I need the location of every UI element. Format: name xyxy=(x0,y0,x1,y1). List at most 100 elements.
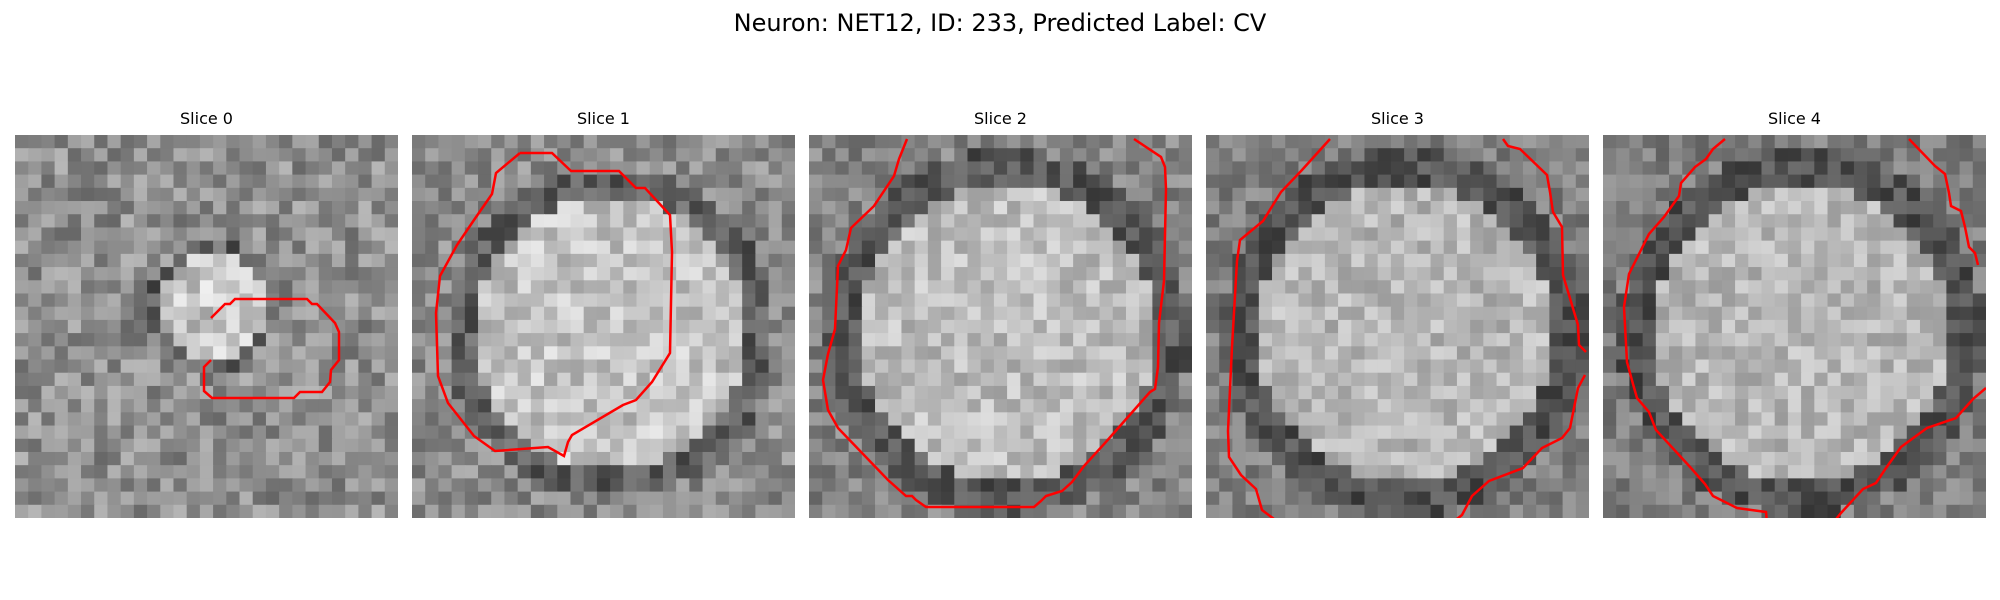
pixel xyxy=(822,425,837,440)
pixel xyxy=(1603,491,1617,506)
pixel xyxy=(596,438,611,453)
pixel xyxy=(914,306,929,321)
pixel xyxy=(15,161,29,176)
pixel xyxy=(371,412,386,427)
pixel xyxy=(305,253,320,268)
pixel xyxy=(1959,412,1974,427)
pixel xyxy=(1324,174,1339,189)
pixel xyxy=(1298,425,1313,440)
pixel xyxy=(1682,187,1697,202)
pixel xyxy=(305,240,320,255)
pixel xyxy=(967,267,982,281)
pixel xyxy=(1814,412,1829,427)
pixel xyxy=(1735,135,1749,149)
pixel xyxy=(623,293,638,308)
pixel xyxy=(1073,319,1087,334)
pixel xyxy=(1708,465,1723,479)
pixel xyxy=(993,227,1008,242)
pixel xyxy=(1867,253,1881,268)
pixel xyxy=(610,438,624,453)
pixel xyxy=(1761,451,1776,466)
pixel xyxy=(1906,346,1921,361)
pixel xyxy=(1906,187,1921,202)
pixel xyxy=(186,438,201,453)
pixel xyxy=(1496,227,1511,242)
pixel xyxy=(1430,135,1445,149)
pixel xyxy=(1404,346,1418,361)
pixel xyxy=(596,161,611,176)
pixel xyxy=(1470,451,1484,466)
pixel xyxy=(425,465,440,479)
slice-image-1 xyxy=(412,135,795,518)
pixel xyxy=(1496,346,1511,361)
pixel xyxy=(1033,372,1048,387)
pixel xyxy=(1483,451,1498,466)
pixel xyxy=(425,253,440,268)
pixel xyxy=(292,306,307,321)
pixel xyxy=(491,399,506,413)
pixel xyxy=(1125,465,1140,479)
pixel xyxy=(1959,267,1974,281)
pixel xyxy=(1033,214,1048,229)
pixel xyxy=(239,333,254,347)
pixel xyxy=(1324,399,1339,413)
pixel xyxy=(954,425,969,440)
pixel xyxy=(1721,385,1736,400)
pixel xyxy=(1496,253,1511,268)
pixel xyxy=(425,399,440,413)
pixel xyxy=(120,333,135,347)
pixel xyxy=(1483,399,1498,413)
pixel xyxy=(1258,214,1273,229)
pixel xyxy=(702,267,717,281)
pixel xyxy=(1285,201,1300,215)
pixel xyxy=(1695,385,1710,400)
pixel xyxy=(478,491,492,506)
pixel xyxy=(54,385,69,400)
pixel xyxy=(1152,174,1167,189)
pixel xyxy=(517,201,532,215)
pixel xyxy=(1020,399,1035,413)
pixel xyxy=(715,359,730,374)
pixel xyxy=(993,491,1008,506)
pixel xyxy=(1655,201,1670,215)
pixel xyxy=(279,201,293,215)
pixel xyxy=(331,372,346,387)
pixel xyxy=(888,280,903,295)
pixel xyxy=(213,240,227,255)
pixel xyxy=(1324,438,1339,453)
pixel xyxy=(914,385,929,400)
pixel xyxy=(1404,372,1418,387)
pixel xyxy=(1880,201,1895,215)
pixel xyxy=(1575,412,1589,427)
pixel xyxy=(822,438,837,453)
pixel xyxy=(279,504,293,518)
pixel xyxy=(1404,240,1418,255)
pixel xyxy=(1390,227,1405,242)
pixel xyxy=(239,280,254,295)
pixel xyxy=(54,161,69,176)
pixel xyxy=(451,372,466,387)
pixel xyxy=(927,491,942,506)
pixel xyxy=(570,385,585,400)
pixel xyxy=(1827,227,1842,242)
pixel xyxy=(1629,214,1644,229)
pixel xyxy=(133,385,148,400)
pixel xyxy=(318,399,333,413)
pixel xyxy=(1933,346,1947,361)
pixel xyxy=(1522,135,1537,149)
pixel xyxy=(226,201,241,215)
pixel xyxy=(1522,372,1537,387)
pixel xyxy=(993,201,1008,215)
pixel xyxy=(1324,333,1339,347)
pixel xyxy=(1575,346,1589,361)
pixel xyxy=(1853,187,1868,202)
pixel xyxy=(649,240,664,255)
pixel xyxy=(1761,227,1776,242)
pixel xyxy=(305,135,320,149)
pixel xyxy=(728,504,743,518)
pixel xyxy=(1919,319,1934,334)
pixel xyxy=(412,280,426,295)
pixel xyxy=(41,227,56,242)
pixel xyxy=(901,385,916,400)
pixel xyxy=(239,504,254,518)
